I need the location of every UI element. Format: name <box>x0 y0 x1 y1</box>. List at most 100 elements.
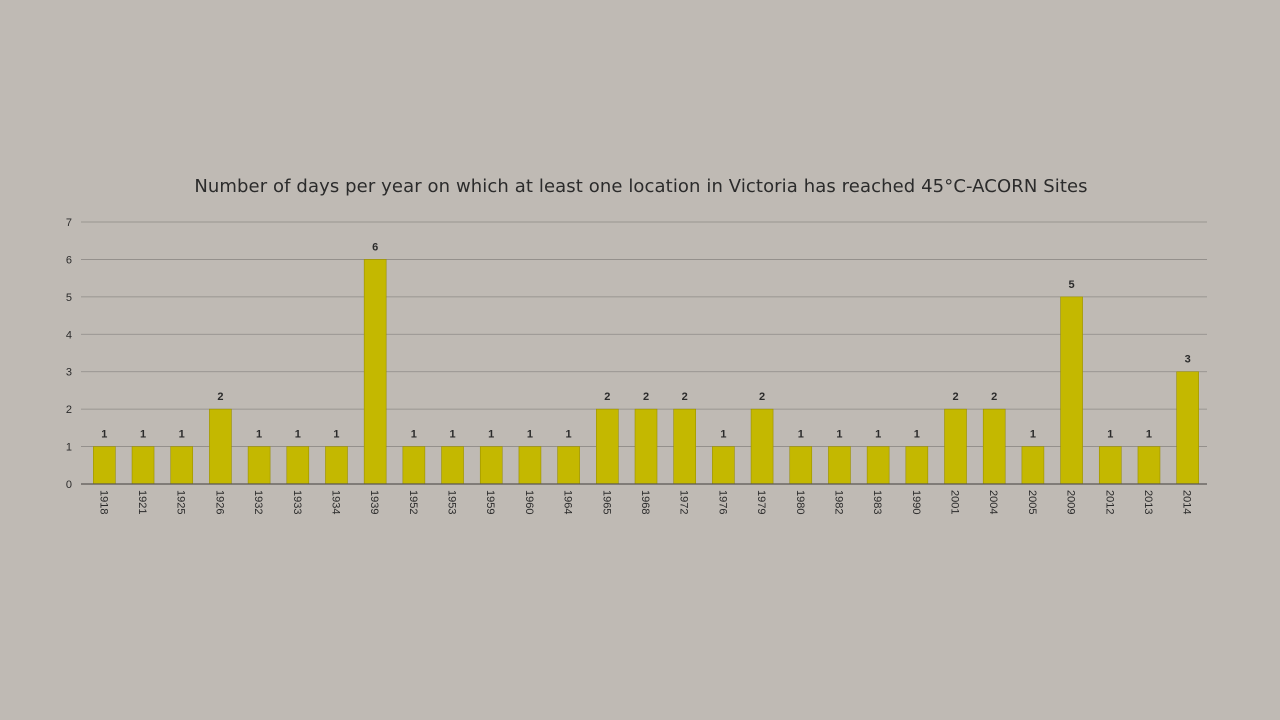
x-tick-label: 1926 <box>213 490 225 514</box>
bar-1972 <box>673 408 696 485</box>
bar-1979 <box>750 408 774 485</box>
bar-1976 <box>712 446 735 485</box>
data-label: 1 <box>527 429 533 441</box>
x-tick-label: 1952 <box>407 490 419 514</box>
x-tick-label: 1932 <box>252 490 264 514</box>
bar-1934 <box>325 446 348 485</box>
data-label: 2 <box>759 391 765 403</box>
x-axis-ticks: 1918 1921 1925 1926 1932 1933 1934 1939 1952 1953… <box>97 490 1192 514</box>
data-label: 1 <box>875 429 881 441</box>
x-tick-label: 1964 <box>562 490 574 514</box>
data-label: 1 <box>836 429 842 441</box>
y-axis-ticks: 0 1 2 3 4 5 6 7 <box>66 217 72 491</box>
y-tick-label: 5 <box>66 292 72 304</box>
bar-2012 <box>1098 446 1122 485</box>
x-tick-label: 1921 <box>136 490 148 514</box>
x-tick-label: 2005 <box>1026 490 1038 514</box>
data-label: 1 <box>1107 429 1113 441</box>
bar-1939 <box>363 259 387 485</box>
bar-2009 <box>1060 296 1083 485</box>
x-tick-label: 2004 <box>987 490 999 514</box>
x-tick-label: 1980 <box>794 490 806 514</box>
y-tick-label: 3 <box>66 367 72 379</box>
bar-1933 <box>286 446 310 485</box>
data-label: 1 <box>798 429 804 441</box>
bar-1980 <box>789 446 813 485</box>
x-tick-label: 1972 <box>678 490 690 514</box>
x-tick-label: 2014 <box>1181 490 1193 514</box>
x-tick-label: 2001 <box>949 490 961 514</box>
data-label: 6 <box>372 241 378 253</box>
x-tick-label: 1983 <box>871 490 883 514</box>
y-tick-label: 7 <box>66 217 72 229</box>
bar-1925 <box>170 446 194 485</box>
data-label: 1 <box>179 429 185 441</box>
y-tick-label: 1 <box>66 442 72 454</box>
data-label: 1 <box>1146 429 1152 441</box>
data-label: 2 <box>217 391 223 403</box>
y-tick-label: 2 <box>66 404 72 416</box>
bar-1964 <box>557 446 580 485</box>
x-tick-label: 2013 <box>1142 490 1154 514</box>
x-tick-label: 1925 <box>175 490 187 514</box>
bar-2001 <box>944 408 967 485</box>
data-label: 1 <box>101 429 107 441</box>
chart-title: Number of days per year on which at leas… <box>194 176 1088 197</box>
data-label: 5 <box>1069 279 1075 291</box>
x-tick-label: 1939 <box>368 490 380 514</box>
bar-1982 <box>828 446 851 485</box>
x-tick-label: 1965 <box>600 490 612 514</box>
x-tick-label: 1933 <box>291 490 303 514</box>
bar-1990 <box>905 446 929 485</box>
bar-1965 <box>596 408 619 485</box>
bar-1959 <box>479 446 503 485</box>
y-tick-label: 0 <box>66 479 72 491</box>
data-label: 1 <box>449 429 455 441</box>
bar-1968 <box>634 408 658 485</box>
data-label: 3 <box>1185 354 1191 366</box>
bar-1960 <box>518 446 542 485</box>
bar-2005 <box>1021 446 1045 485</box>
data-label: 2 <box>952 391 958 403</box>
x-tick-label: 1982 <box>832 490 844 514</box>
data-label: 1 <box>256 429 262 441</box>
y-tick-label: 4 <box>66 329 72 341</box>
x-tick-label: 1968 <box>639 490 651 514</box>
data-label: 1 <box>333 429 339 441</box>
bar-1953 <box>441 446 464 485</box>
bar-1983 <box>866 446 890 485</box>
bars <box>93 259 1199 485</box>
bar-2014 <box>1176 371 1199 485</box>
data-label: 1 <box>566 429 572 441</box>
bar-1918 <box>93 446 116 485</box>
data-label: 1 <box>720 429 726 441</box>
bar-1932 <box>247 446 271 485</box>
data-label: 2 <box>604 391 610 403</box>
data-label: 2 <box>682 391 688 403</box>
x-tick-label: 1976 <box>716 490 728 514</box>
bar-1952 <box>402 446 426 485</box>
y-tick-label: 6 <box>66 254 72 266</box>
x-tick-label: 1990 <box>910 490 922 514</box>
data-label: 1 <box>140 429 146 441</box>
x-tick-label: 1959 <box>484 490 496 514</box>
bar-2013 <box>1137 446 1161 485</box>
x-tick-label: 1953 <box>446 490 458 514</box>
bar-1926 <box>209 408 232 485</box>
data-label: 1 <box>295 429 301 441</box>
x-tick-label: 1960 <box>523 490 535 514</box>
data-label: 2 <box>643 391 649 403</box>
bar-2004 <box>982 408 1006 485</box>
x-tick-label: 2012 <box>1103 490 1115 514</box>
data-label: 2 <box>991 391 997 403</box>
x-tick-label: 1934 <box>329 490 341 514</box>
data-label: 1 <box>488 429 494 441</box>
x-tick-label: 1918 <box>97 490 109 514</box>
x-tick-label: 2009 <box>1065 490 1077 514</box>
data-label: 1 <box>914 429 920 441</box>
x-tick-label: 1979 <box>755 490 767 514</box>
data-label: 1 <box>1030 429 1036 441</box>
